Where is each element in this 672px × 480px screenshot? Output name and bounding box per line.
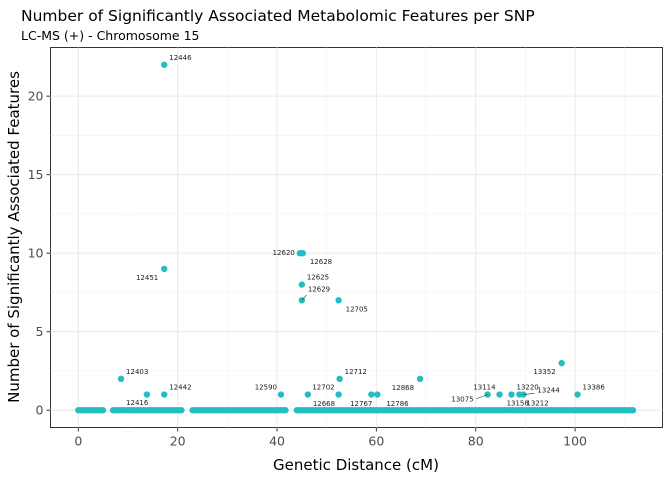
data-point bbox=[117, 375, 125, 383]
point-annotation-label: 12403 bbox=[126, 368, 148, 376]
x-tick-label: 40 bbox=[269, 434, 285, 449]
point-annotation-label: 12451 bbox=[136, 274, 158, 282]
x-tick-label: 100 bbox=[563, 434, 587, 449]
axes: 0 20 40 60 80 100 0 5 10 15 20 bbox=[28, 89, 587, 449]
data-point bbox=[374, 391, 381, 398]
annotation-leader-line bbox=[523, 393, 535, 395]
point-annotation-label: 13352 bbox=[533, 368, 555, 376]
point-annotation-label: 12712 bbox=[345, 368, 367, 376]
point-annotation-label: 12590 bbox=[255, 384, 277, 392]
x-tick-label: 60 bbox=[368, 434, 384, 449]
point-annotation-label: 12629 bbox=[308, 285, 330, 293]
point-annotation-label: 13244 bbox=[537, 387, 560, 395]
data-point bbox=[161, 61, 168, 68]
y-tick-label: 5 bbox=[36, 324, 44, 339]
data-points bbox=[75, 61, 637, 414]
x-tick-label: 20 bbox=[170, 434, 186, 449]
point-annotation-label: 12442 bbox=[169, 384, 191, 392]
data-point bbox=[299, 250, 307, 257]
x-tick-label: 80 bbox=[468, 434, 484, 449]
data-point bbox=[304, 391, 312, 398]
chart-title: Number of Significantly Associated Metab… bbox=[21, 7, 535, 25]
data-point bbox=[277, 391, 285, 398]
x-tick-label: 0 bbox=[74, 434, 82, 449]
y-tick-label: 20 bbox=[28, 89, 44, 104]
point-annotation-label: 12705 bbox=[346, 305, 368, 313]
point-annotation-label: 13212 bbox=[526, 400, 548, 408]
data-point bbox=[558, 359, 565, 367]
data-point bbox=[161, 265, 168, 273]
point-annotation-label: 12416 bbox=[126, 399, 149, 407]
point-annotation-label: 12702 bbox=[312, 384, 334, 392]
point-annotation-label: 12625 bbox=[307, 274, 329, 282]
point-annotations: 12446 12620 12628 12451 12625 12629 12705 13352… bbox=[126, 54, 605, 408]
y-tick-label: 15 bbox=[28, 167, 44, 182]
annotation-leader-line bbox=[301, 294, 307, 301]
point-annotation-label: 12628 bbox=[310, 258, 332, 266]
data-point bbox=[143, 391, 151, 398]
chart-subtitle: LC-MS (+) - Chromosome 15 bbox=[21, 28, 199, 43]
point-annotation-label: 12786 bbox=[386, 400, 409, 408]
point-annotation-label: 12620 bbox=[273, 249, 295, 257]
point-annotation-label: 12446 bbox=[169, 54, 192, 62]
data-point bbox=[178, 407, 185, 414]
y-tick-label: 0 bbox=[36, 403, 44, 418]
grid-lines bbox=[50, 47, 663, 428]
annotation-leader-line bbox=[476, 394, 488, 400]
point-annotation-label: 13386 bbox=[583, 384, 606, 392]
point-annotation-label: 13075 bbox=[451, 396, 473, 404]
point-annotation-label: 12767 bbox=[350, 400, 372, 408]
data-point bbox=[629, 407, 637, 414]
point-annotation-label: 13220 bbox=[516, 384, 538, 392]
data-point bbox=[99, 407, 107, 414]
point-annotation-label: 12868 bbox=[392, 384, 414, 392]
data-point bbox=[335, 391, 342, 398]
y-axis-title: Number of Significantly Associated Featu… bbox=[5, 71, 23, 403]
data-point bbox=[416, 375, 424, 383]
data-point bbox=[161, 391, 168, 398]
data-point bbox=[496, 391, 503, 398]
point-annotation-label: 12668 bbox=[313, 400, 335, 408]
data-point bbox=[508, 391, 515, 398]
point-annotation-label: 13114 bbox=[473, 384, 496, 392]
data-point bbox=[574, 391, 581, 398]
data-point bbox=[298, 281, 306, 288]
y-tick-label: 10 bbox=[28, 246, 44, 261]
data-point bbox=[368, 391, 375, 398]
data-point bbox=[335, 297, 342, 304]
data-point bbox=[282, 407, 289, 414]
point-annotation-label: 13158 bbox=[507, 400, 529, 408]
data-point bbox=[336, 375, 343, 383]
x-axis-title: Genetic Distance (cM) bbox=[273, 456, 439, 474]
